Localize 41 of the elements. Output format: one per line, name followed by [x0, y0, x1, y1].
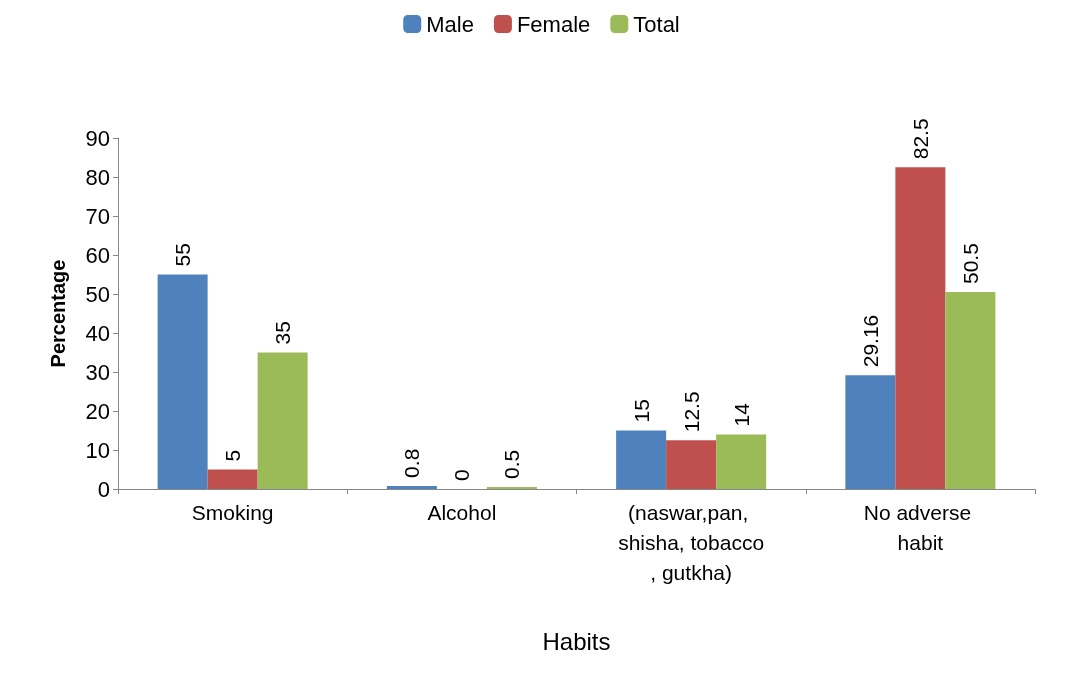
- y-tick-label: 40: [85, 320, 110, 346]
- legend-label: Female: [516, 11, 591, 37]
- y-tick-label: 90: [85, 125, 110, 151]
- data-label: 12.5: [679, 391, 703, 433]
- y-tick-label: 10: [85, 437, 110, 463]
- bar: [895, 167, 946, 489]
- data-label: 35: [271, 321, 295, 345]
- y-tick-label: 0: [97, 476, 110, 502]
- x-axis-title: Habits: [542, 627, 611, 655]
- bar: [157, 274, 208, 489]
- y-tick-label: 70: [85, 203, 110, 229]
- x-tick-label: Alcohol: [427, 500, 497, 524]
- data-label: 0.8: [400, 448, 424, 478]
- bar: [257, 352, 308, 489]
- y-tick-label: 80: [85, 164, 110, 190]
- bar: [945, 292, 996, 489]
- bar: [845, 375, 896, 489]
- y-tick-label: 50: [85, 281, 110, 307]
- y-tick-label: 60: [85, 242, 110, 268]
- bar: [616, 430, 667, 489]
- x-tick-label: No adverse habit: [863, 500, 977, 554]
- bar: [666, 440, 717, 489]
- data-label: 50.5: [958, 243, 982, 285]
- bar: [716, 434, 767, 489]
- bar: [207, 469, 258, 489]
- data-label: 55: [171, 243, 195, 267]
- data-label: 0: [450, 469, 474, 481]
- x-tick-label: (naswar,pan, shisha, tobacco, gutkha): [618, 500, 765, 584]
- data-label: 5: [221, 449, 245, 462]
- data-label: 0.5: [500, 449, 524, 480]
- legend-label: Male: [426, 11, 474, 37]
- data-label: 15: [629, 399, 653, 423]
- y-axis-title: Percentage: [47, 259, 69, 368]
- legend-label: Total: [633, 11, 680, 37]
- y-tick-label: 30: [85, 359, 110, 385]
- y-tick-label: 20: [85, 398, 110, 424]
- data-label: 14: [729, 402, 753, 427]
- data-label: 29.16: [858, 314, 882, 368]
- x-tick-label: Smoking: [191, 500, 274, 524]
- bar: [386, 485, 437, 489]
- data-label: 82.5: [908, 118, 932, 160]
